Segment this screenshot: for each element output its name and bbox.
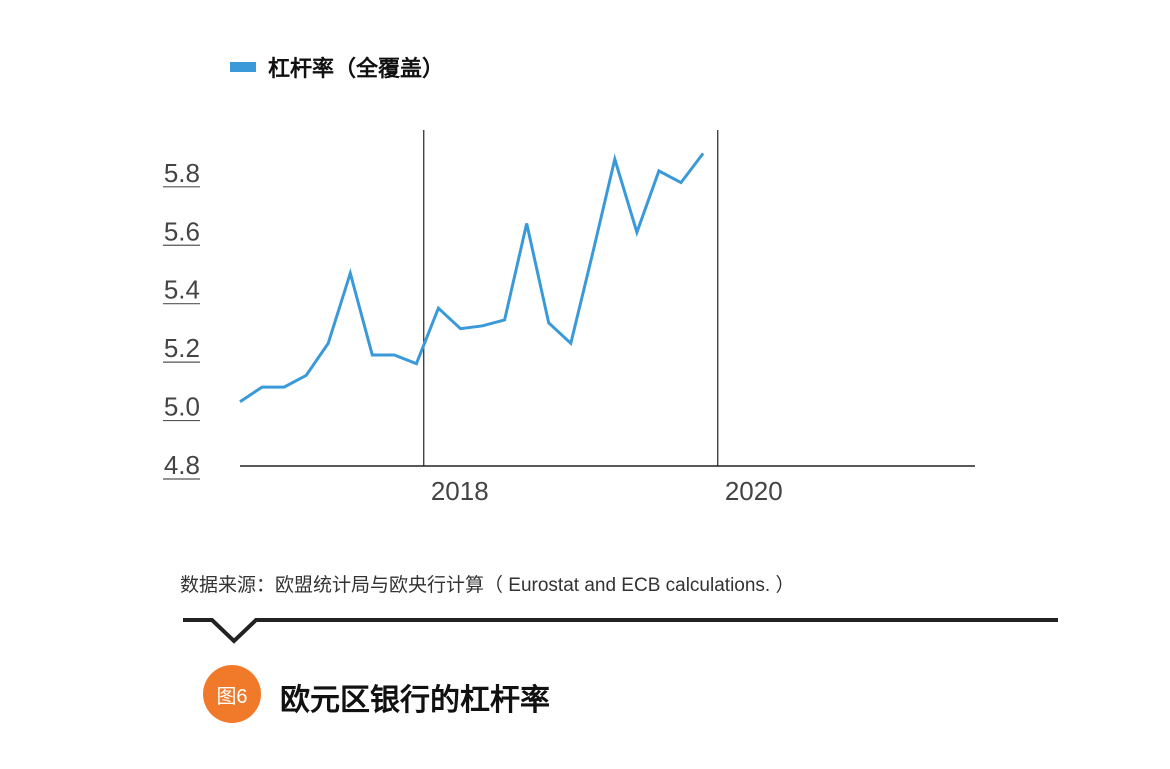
x-axis: 2018 2020: [240, 465, 975, 506]
legend-swatch: [230, 62, 256, 72]
figure-title: 欧元区银行的杠杆率: [280, 683, 550, 718]
y-tick-label: 5.8: [164, 158, 200, 188]
y-tick-label: 4.8: [164, 450, 200, 480]
y-tick-label: 5.0: [164, 392, 200, 422]
figure-badge: 图6: [203, 665, 261, 723]
divider-line: [183, 618, 1058, 644]
x-tick-label: 2018: [431, 476, 489, 506]
y-axis: 4.8 5.0 5.2 5.4 5.6 5.8: [163, 158, 200, 480]
source-note: 数据来源：欧盟统计局与欧央行计算（ Eurostat and ECB calcu…: [180, 575, 795, 596]
vertical-markers: [423, 130, 719, 466]
series-group: [239, 152, 705, 403]
section-divider: [183, 618, 1058, 644]
y-tick-label: 5.2: [164, 333, 200, 363]
legend: 杠杆率（全覆盖）: [230, 56, 444, 82]
series-line: [239, 152, 705, 403]
x-tick-label: 2020: [725, 476, 783, 506]
legend-label: 杠杆率（全覆盖）: [268, 56, 444, 82]
figure-badge-label: 图6: [216, 685, 248, 708]
y-tick-label: 5.6: [164, 216, 200, 246]
y-tick-label: 5.4: [164, 275, 200, 305]
